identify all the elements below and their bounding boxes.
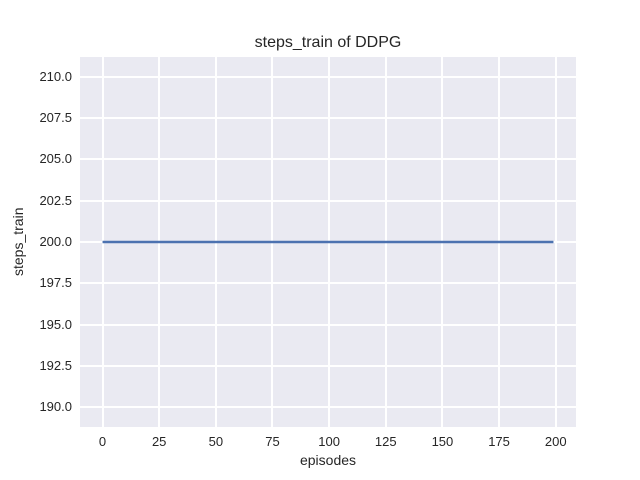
y-tick-label: 200.0 — [39, 234, 72, 249]
x-gridline — [554, 57, 557, 427]
x-tick-label: 0 — [98, 434, 107, 449]
y-tick-label: 195.0 — [39, 316, 72, 332]
x-tick-label: 25 — [151, 434, 167, 449]
x-tick-label: 150 — [431, 434, 454, 449]
x-axis-label: episodes — [299, 452, 357, 468]
x-tick-label: 75 — [265, 434, 280, 449]
x-tick-label: 100 — [318, 434, 340, 449]
y-tick-label: 197.5 — [39, 275, 72, 291]
y-gridline — [80, 282, 576, 285]
y-tick-label: 207.5 — [39, 110, 72, 126]
y-tick-label: 190.0 — [39, 399, 72, 415]
y-gridline — [80, 199, 576, 202]
y-gridline — [80, 406, 576, 409]
series-layer — [102, 240, 554, 244]
y-gridline — [80, 323, 576, 326]
x-tick-label: 125 — [374, 434, 397, 449]
y-tick-label: 210.0 — [39, 68, 72, 84]
y-tick-label: 202.5 — [39, 192, 72, 208]
plot-area — [80, 57, 576, 427]
y-gridline — [80, 117, 576, 120]
y-gridline — [80, 158, 576, 161]
chart-title: steps_train of DDPG — [254, 34, 402, 51]
x-tick-label: 200 — [544, 434, 567, 449]
y-gridline — [80, 364, 576, 367]
x-gridline — [101, 57, 104, 427]
y-gridline — [80, 75, 576, 78]
x-tick-label: 175 — [488, 434, 510, 449]
y-tick-label: 205.0 — [39, 151, 72, 167]
y-tick-label: 192.5 — [39, 357, 72, 373]
x-tick-label: 50 — [208, 434, 224, 449]
